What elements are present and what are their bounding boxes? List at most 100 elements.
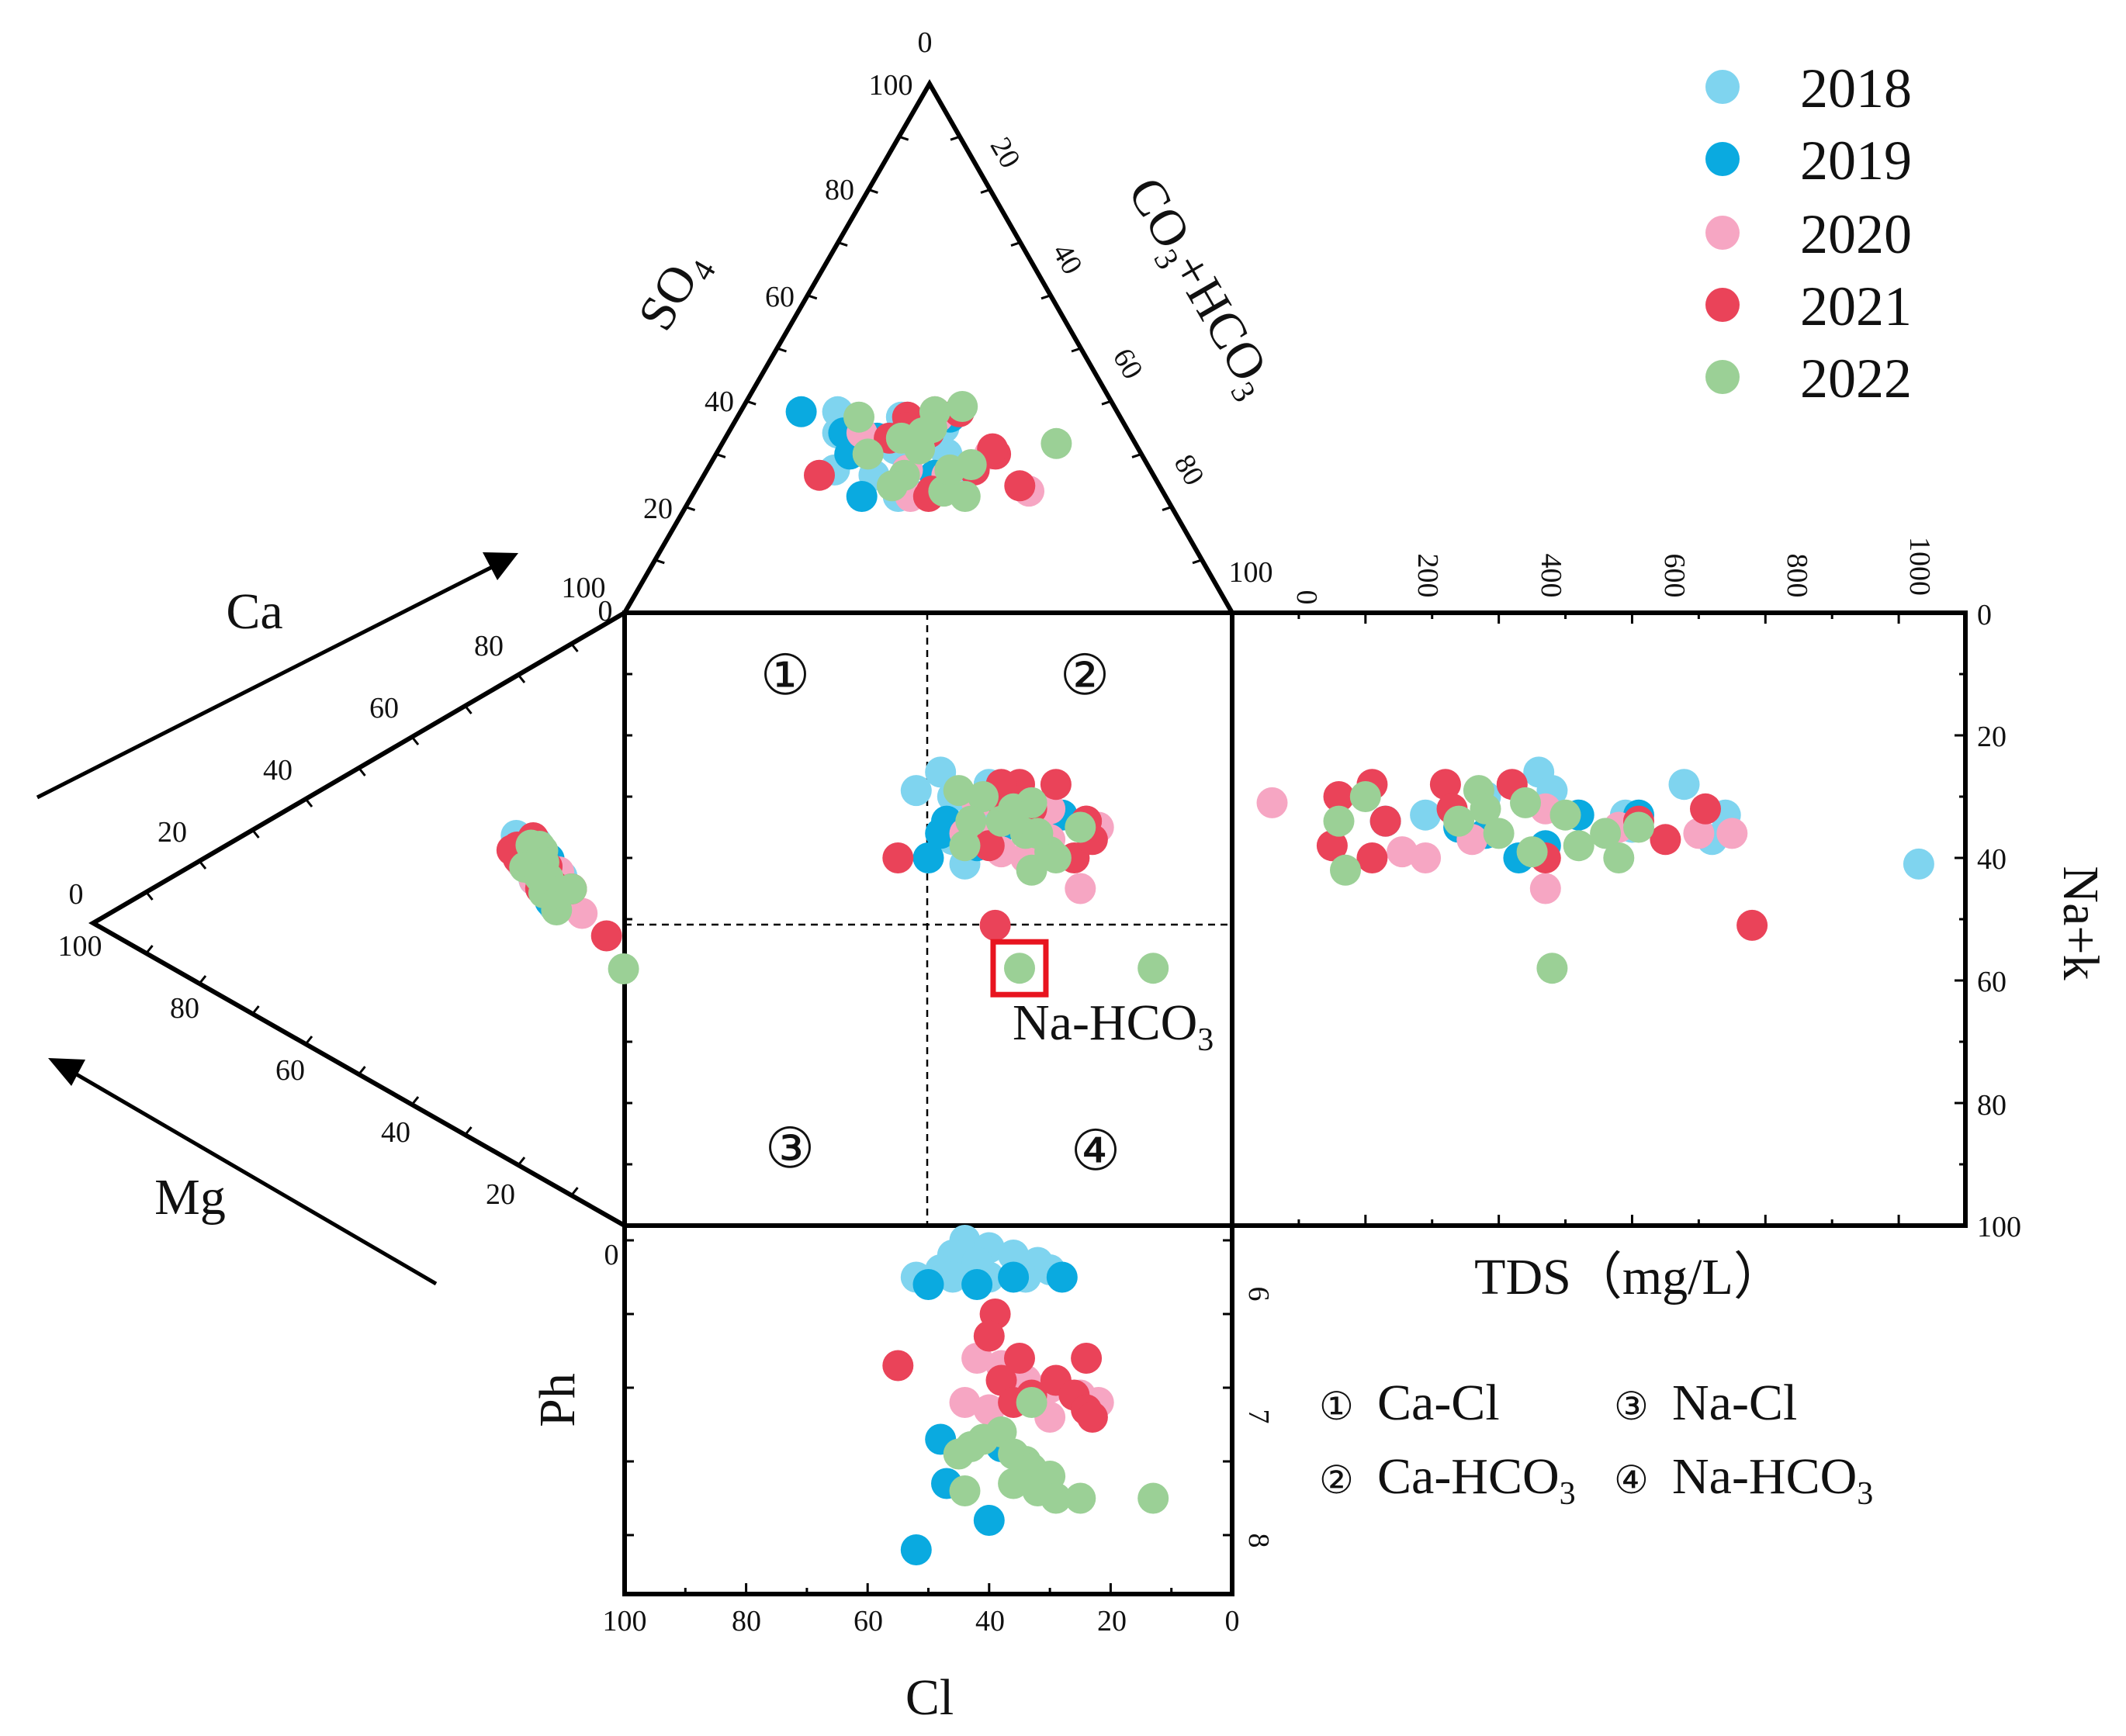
tds-point-2021 [1356, 842, 1388, 873]
cation-tick-mark [198, 975, 207, 984]
cl-tick-100: 100 [603, 1605, 647, 1637]
cation-tick-mark [570, 643, 579, 652]
tds-point-2021 [1316, 830, 1348, 862]
tds-point-2020 [1683, 818, 1715, 849]
anion-point-2021 [1004, 470, 1036, 502]
anion-tick-mark [777, 347, 787, 353]
water-type-1-num: ① [1319, 1385, 1354, 1428]
tds-axis-title: TDS（mg/L） [1474, 1249, 1785, 1305]
zone-label-1: ① [760, 645, 811, 707]
ph-point-2022 [1016, 1387, 1047, 1418]
square-point-2018 [900, 775, 932, 807]
highlight-label: Na-HCO3 [1013, 994, 1214, 1058]
water-type-2-num: ② [1319, 1458, 1354, 1502]
water-type-4-label: Na-HCO3 [1672, 1448, 1873, 1512]
cation-point-2022 [524, 861, 556, 893]
legend-label-2022: 2022 [1800, 348, 1912, 410]
anion-tick-mark [807, 294, 818, 300]
cation-tick-mark [198, 860, 207, 870]
anion-point-2022 [955, 449, 987, 480]
anion-tick-mark [654, 558, 665, 565]
tds-point-2022 [1563, 830, 1594, 862]
cation-tick-mark [358, 1066, 366, 1075]
anion-left-tick-100: 100 [869, 69, 913, 102]
zone-label-4: ④ [1071, 1120, 1121, 1182]
mg-arrow [68, 1068, 438, 1286]
tds-point-2022 [1443, 805, 1475, 837]
ph-point-2019 [973, 1505, 1005, 1536]
tds-point-2022 [1536, 953, 1568, 984]
tds-point-2022 [1470, 793, 1501, 825]
tds-point-2022 [1590, 818, 1622, 849]
square-point-2021 [882, 842, 914, 873]
tds-point-2021 [1690, 793, 1721, 825]
legend-marker-2022 [1705, 360, 1740, 394]
data-points [496, 391, 1934, 1565]
anion-point-2022 [916, 412, 947, 444]
anion-triangle: 0 100 80 60 40 20 20 40 60 80 100 100 SO… [562, 26, 1286, 615]
tds-point-2022 [1483, 818, 1515, 849]
anion-right-tick-80: 80 [1168, 449, 1210, 491]
square-point-2022 [1137, 953, 1169, 984]
square-point-2022 [955, 805, 987, 837]
anion-left-tick-20: 20 [643, 493, 673, 525]
anion-point-2021 [804, 459, 835, 491]
cation-tick-mark [251, 829, 260, 839]
cation-tick-mark [410, 1096, 420, 1105]
ph-point-2021 [973, 1320, 1005, 1352]
tds-point-2022 [1516, 836, 1548, 868]
tds-panel: 0 200 400 600 800 1000 0 20 40 60 80 100… [1230, 537, 2109, 1305]
cation-tick-mark [464, 1126, 473, 1136]
tds-point-2020 [1256, 787, 1288, 818]
anion-tick-mark [899, 135, 909, 141]
square-point-2022 [1022, 818, 1054, 849]
water-type-3-num: ③ [1614, 1385, 1649, 1428]
tds-point-2021 [1736, 909, 1768, 941]
ph-point-2021 [1004, 1343, 1035, 1374]
anion-triangle-outline [620, 78, 1237, 615]
cation-lower-tick-40: 40 [381, 1116, 410, 1149]
anion-tick-mark [746, 399, 757, 406]
anion-tick-mark [837, 241, 848, 247]
ph-tick-7: 7 [1242, 1409, 1275, 1424]
anion-tick-mark [1101, 399, 1112, 406]
tds-point-2022 [1323, 805, 1355, 837]
anion-tick-mark [1040, 294, 1051, 300]
tds-point-2020 [1529, 873, 1561, 904]
anion-tick-mark [1010, 241, 1021, 247]
ca-axis-title: Ca [226, 583, 282, 640]
cation-upper-tick-20: 20 [158, 816, 187, 849]
tds-point-2022 [1623, 811, 1654, 843]
square-point-2021 [1040, 769, 1072, 801]
square-point-2022 [943, 775, 975, 807]
cation-point-2022 [608, 953, 639, 984]
anion-tick-mark [980, 188, 991, 194]
anion-tick-mark [715, 452, 726, 458]
anion-tick-mark [1131, 452, 1142, 458]
nak-tick-20: 20 [1977, 721, 2007, 753]
cation-point-2022 [556, 873, 587, 904]
cation-upper-tick-80: 80 [474, 630, 504, 662]
ph-tick-8: 8 [1242, 1534, 1275, 1548]
highlight-point [1004, 953, 1035, 984]
anion-tick-mark [1071, 347, 1082, 353]
tds-point-2020 [1387, 836, 1418, 868]
mg-arrow-head [48, 1058, 85, 1086]
tds-point-2022 [1549, 799, 1581, 831]
ph-point-2019 [961, 1269, 993, 1300]
tds-tick-800: 800 [1781, 554, 1813, 598]
ph-point-2022 [1040, 1482, 1072, 1514]
legend-label-2020: 2020 [1800, 203, 1912, 265]
zone-label-3: ③ [765, 1118, 815, 1180]
anion-point-2022 [852, 438, 884, 470]
cation-triangle: 0 80 60 40 20 0 100 80 60 40 20 Ca Mg [36, 552, 626, 1286]
ph-point-2020 [949, 1387, 981, 1418]
anion-point-2022 [876, 470, 908, 502]
ca-arrow [36, 562, 498, 800]
anion-right-tick-60: 60 [1106, 343, 1149, 385]
tds-tick-0: 0 [1290, 590, 1323, 605]
legend-label-2019: 2019 [1800, 130, 1912, 192]
cation-lower-tick-80: 80 [170, 992, 199, 1025]
cation-upper-tick-60: 60 [369, 692, 399, 724]
